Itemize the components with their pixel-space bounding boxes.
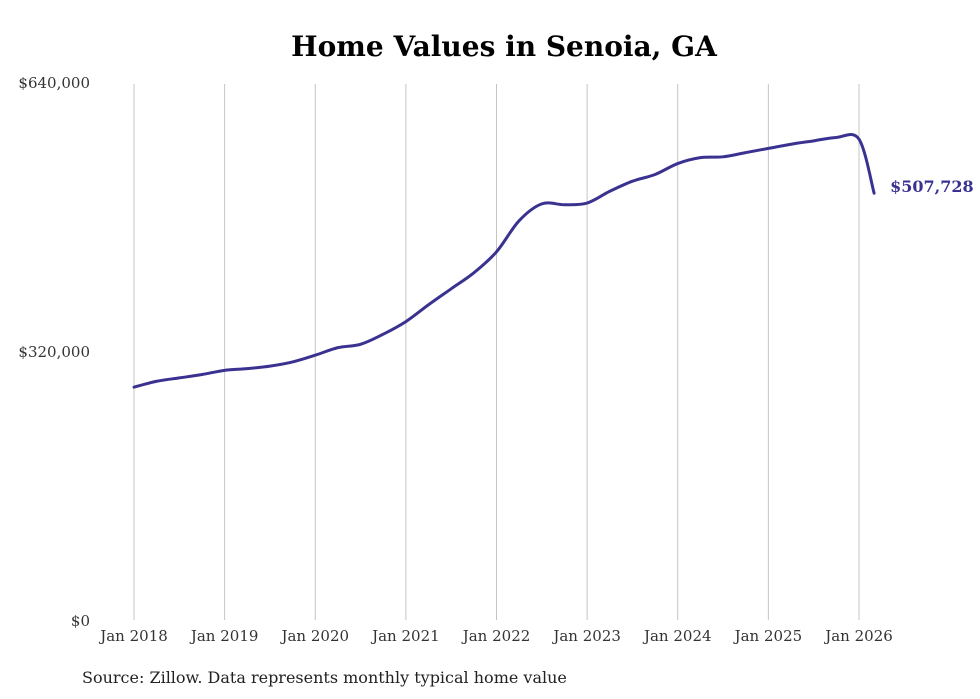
x-tick-label: Jan 2019 (189, 627, 259, 645)
data-labels: $507,728 (890, 177, 974, 196)
x-tick-label: Jan 2024 (642, 627, 712, 645)
axis-tick-labels: Jan 2018 Jan 2019 Jan 2020 Jan 2021 Jan 2022… (18, 74, 892, 645)
grid-lines (133, 84, 860, 620)
source-note: Source: Zillow. Data represents monthly … (82, 668, 567, 687)
end-value-label: $507,728 (890, 177, 974, 196)
chart-title: Home Values in Senoia, GA (291, 30, 717, 63)
x-tick-label: Jan 2026 (823, 627, 893, 645)
x-tick-label: Jan 2020 (279, 627, 349, 645)
x-tick-label: Jan 2018 (98, 627, 168, 645)
x-tick-label: Jan 2022 (461, 627, 531, 645)
x-tick-label: Jan 2021 (370, 627, 440, 645)
series-lines (132, 132, 876, 389)
x-tick-label: Jan 2023 (551, 627, 621, 645)
y-tick-label: $0 (71, 612, 90, 630)
series-line (132, 132, 876, 389)
y-tick-label: $320,000 (18, 343, 90, 361)
y-tick-label: $640,000 (18, 74, 90, 92)
x-tick-label: Jan 2025 (733, 627, 803, 645)
